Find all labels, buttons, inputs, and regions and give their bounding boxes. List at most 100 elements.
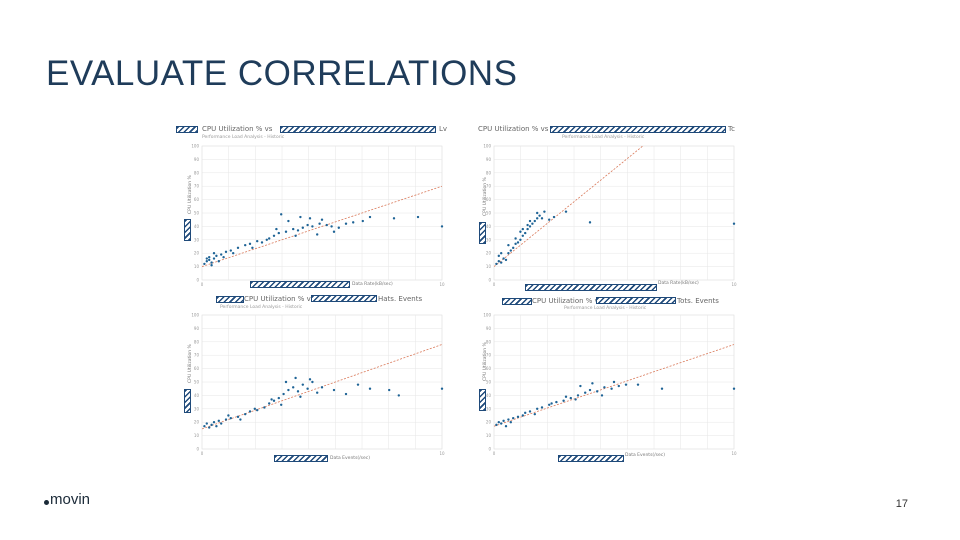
data-point	[519, 238, 522, 241]
data-point	[217, 260, 220, 263]
redacted-text	[176, 126, 198, 133]
data-point	[533, 412, 536, 416]
data-point	[550, 402, 553, 405]
y-tick-label: 80	[486, 339, 492, 344]
y-tick-label: 70	[486, 353, 492, 358]
data-point	[603, 386, 606, 389]
data-point	[531, 222, 534, 225]
y-tick-label: 40	[194, 224, 200, 229]
data-point	[624, 383, 628, 386]
data-point	[294, 376, 297, 380]
data-point	[215, 425, 218, 428]
x-tick-label: 0	[201, 282, 204, 287]
data-point	[564, 395, 568, 398]
trend-line	[494, 146, 644, 267]
scatter-chart-4: CPU Utilization % vs Tots. Events Perfor…	[472, 293, 740, 469]
scatter-plot: 0 10 20 30 40 50 60 70 80 90 100 0 10	[191, 313, 445, 457]
data-point	[514, 237, 517, 240]
y-tick-label: 70	[194, 353, 200, 358]
data-point	[514, 242, 517, 246]
chart-title-suffix: Lv	[439, 125, 448, 133]
x-tick-label: 10	[731, 451, 737, 456]
trend-line	[494, 344, 734, 427]
x-axis-label: Data Events(/sec)	[330, 456, 371, 461]
data-point	[516, 241, 520, 244]
data-point	[277, 231, 280, 235]
data-point	[232, 252, 235, 255]
data-point	[220, 253, 223, 256]
redacted-text	[216, 296, 244, 303]
y-tick-label: 50	[194, 211, 200, 216]
data-point	[224, 418, 228, 421]
company-logo: movin	[44, 491, 90, 508]
chart-subtitle: Performance Load Analysis - Historic	[564, 306, 647, 311]
data-point	[311, 225, 314, 228]
x-tick-label: 10	[731, 282, 737, 287]
y-tick-label: 60	[194, 197, 200, 202]
data-point	[584, 391, 587, 394]
data-point	[296, 229, 300, 232]
data-point	[272, 399, 276, 402]
y-tick-label: 90	[194, 326, 200, 331]
y-tick-label: 50	[486, 211, 492, 216]
data-point	[205, 257, 208, 260]
data-point	[301, 226, 304, 229]
data-point	[212, 257, 216, 260]
data-point	[600, 394, 604, 397]
data-point	[239, 418, 242, 421]
data-point	[210, 261, 213, 264]
data-point	[263, 406, 266, 409]
data-point	[282, 392, 285, 396]
trend-line	[202, 185, 442, 267]
data-point	[244, 243, 247, 247]
data-point	[316, 391, 319, 394]
chart-title-suffix: Hats. Events	[378, 295, 423, 303]
scatter-chart-3: CPU Utilization % vs Hats. Events Perfor…	[180, 293, 448, 469]
data-point	[229, 416, 232, 420]
data-point	[256, 239, 259, 243]
scatter-chart-1: CPU Utilization % vs Lv Performance Load…	[176, 124, 448, 300]
data-point	[248, 242, 252, 246]
data-point	[562, 399, 565, 402]
data-point	[205, 260, 208, 263]
redacted-text	[596, 297, 676, 304]
y-tick-label: 70	[486, 184, 492, 189]
data-point	[388, 388, 391, 392]
data-point	[548, 403, 551, 406]
x-axis-label: Data Rate(kB/sec)	[352, 282, 393, 287]
chart-title-suffix: Tc	[728, 125, 735, 133]
chart-title-prefix: CPU Utilization % vs	[478, 125, 549, 133]
data-point	[497, 254, 500, 258]
data-point	[512, 246, 515, 250]
data-point	[536, 211, 539, 215]
data-point	[236, 246, 240, 250]
data-point	[253, 407, 256, 410]
y-tick-label: 30	[486, 406, 492, 411]
data-point	[260, 241, 264, 244]
redacted-text	[250, 281, 350, 288]
y-tick-label: 40	[194, 393, 200, 398]
slide-title: EVALUATE CORRELATIONS	[46, 54, 518, 93]
data-point	[495, 423, 498, 427]
y-tick-label: 30	[486, 237, 492, 242]
x-tick-label: 0	[493, 451, 496, 456]
data-point	[280, 213, 283, 216]
data-point	[368, 215, 372, 219]
data-point	[320, 218, 324, 221]
data-point	[732, 387, 736, 390]
y-tick-label: 0	[488, 447, 491, 452]
data-point	[528, 225, 532, 228]
chart-title-prefix: CPU Utilization % vs	[202, 125, 273, 133]
data-point	[509, 421, 512, 424]
redacted-text	[479, 222, 486, 244]
data-point	[507, 243, 510, 247]
data-point	[512, 416, 515, 420]
y-tick-label: 40	[486, 393, 492, 398]
scatter-plot: 0 10 20 30 40 50 60 70 80 90 100 0 10	[483, 144, 737, 288]
y-tick-label: 30	[194, 406, 200, 411]
data-point	[660, 387, 664, 390]
data-point	[344, 392, 348, 396]
redacted-text	[280, 126, 436, 133]
y-tick-label: 60	[486, 366, 492, 371]
y-tick-label: 50	[486, 380, 492, 385]
